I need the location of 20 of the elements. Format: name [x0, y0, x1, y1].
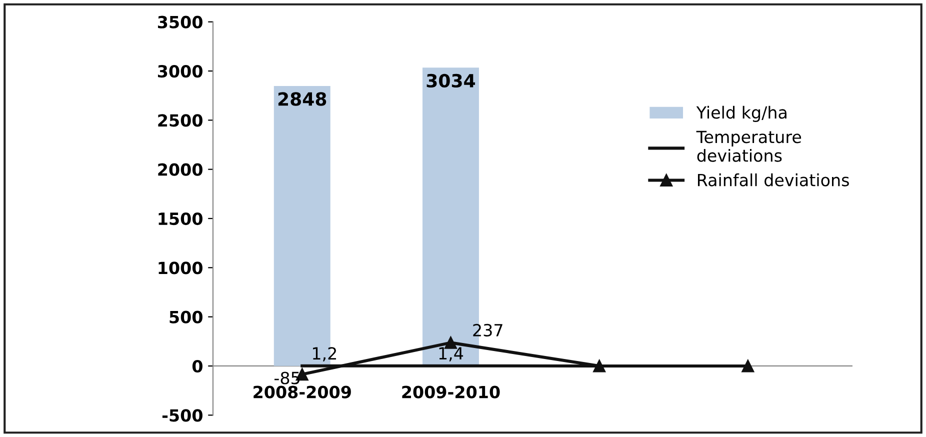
y-tick-label: -500 — [162, 409, 202, 422]
y-tick-label: 2500 — [158, 114, 202, 127]
data-label: 1,4 — [439, 347, 464, 362]
data-label: 3034 — [426, 74, 476, 88]
data-label: 237 — [473, 324, 502, 337]
y-tick-label: 0 — [192, 360, 202, 373]
y-tick-label: 3000 — [158, 64, 202, 78]
data-label: 1,2 — [313, 347, 336, 362]
data-label: 2848 — [278, 92, 326, 106]
x-tick-label: 2008-2009 — [254, 386, 351, 398]
y-tick-label: 3500 — [158, 16, 202, 28]
y-tick-label: 1500 — [158, 212, 202, 226]
legend-label: Temperature deviations — [696, 130, 802, 162]
legend-label: Yield kg/ha — [696, 106, 786, 122]
y-tick-label: 500 — [170, 310, 202, 324]
legend-label: Rainfall deviations — [698, 173, 849, 186]
data-label: -85 — [274, 372, 300, 384]
x-tick-label: 2009-2010 — [402, 386, 500, 398]
y-tick-label: 2000 — [158, 163, 202, 176]
y-tick-label: 1000 — [158, 262, 202, 274]
